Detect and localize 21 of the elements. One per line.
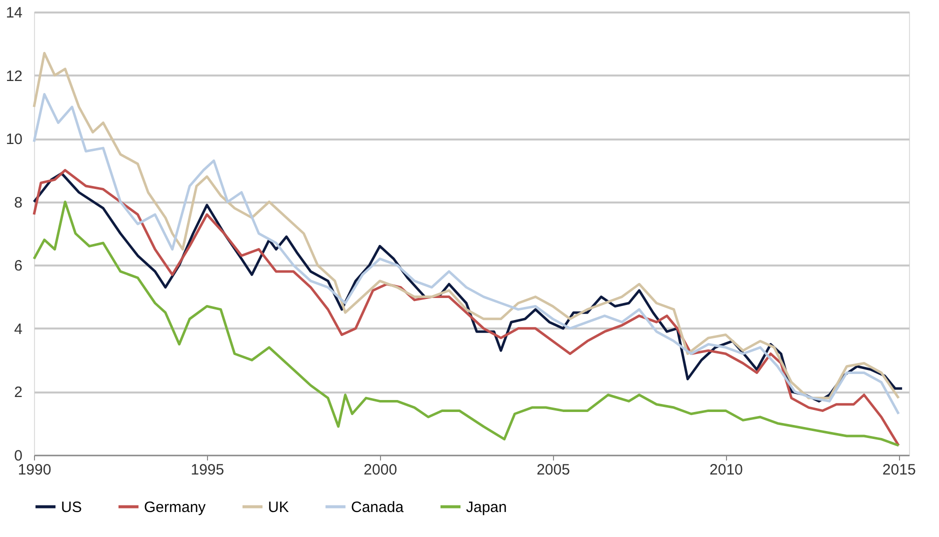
- x-tick-label: 2015: [882, 462, 916, 478]
- legend-label: Canada: [351, 498, 404, 516]
- y-tick-label: 4: [14, 320, 22, 338]
- x-tick-label: 1995: [190, 462, 224, 478]
- x-tick-label: 2000: [364, 462, 398, 478]
- y-tick-label: 10: [6, 131, 22, 148]
- x-tick-label: 2010: [710, 462, 743, 478]
- y-tick-label: 2: [14, 384, 22, 402]
- legend-label: US: [61, 498, 82, 516]
- legend-label: Japan: [466, 498, 507, 516]
- y-tick-label: 12: [6, 68, 22, 85]
- line-series: [32, 52, 900, 400]
- legend-label: UK: [268, 498, 289, 516]
- x-tick-label: 2005: [536, 462, 570, 478]
- x-tick-label: 1990: [18, 462, 52, 478]
- y-tick-label: 0: [14, 448, 22, 464]
- y-tick-label: 6: [14, 258, 22, 275]
- line-series: [32, 93, 900, 416]
- y-tick-label: 14: [6, 4, 22, 22]
- legend-label: Germany: [144, 498, 206, 516]
- y-tick-label: 8: [14, 194, 22, 212]
